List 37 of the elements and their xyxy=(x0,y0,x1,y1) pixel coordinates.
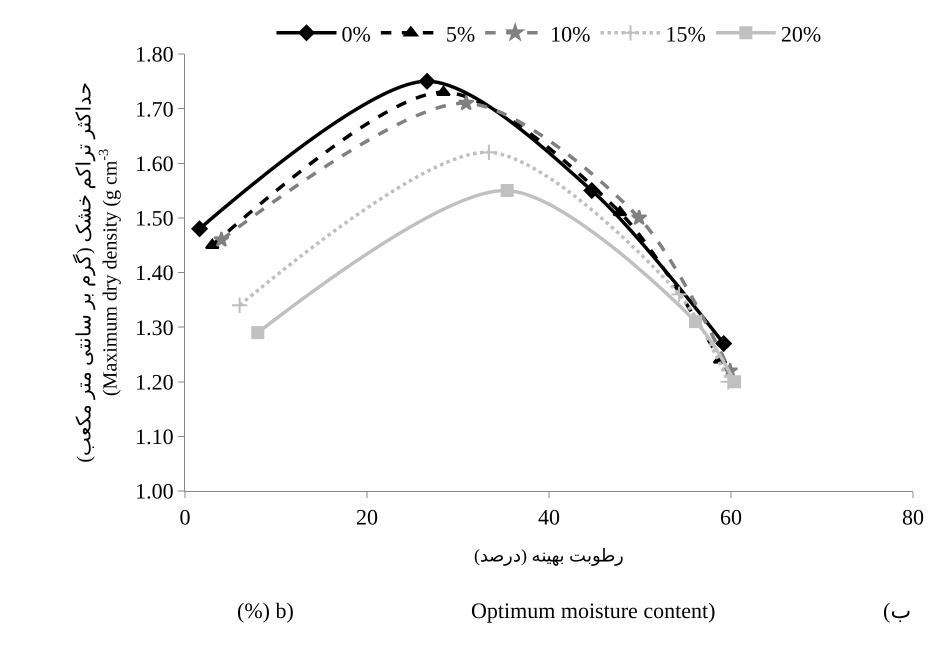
y-tick-label: 1.30 xyxy=(135,314,174,340)
y-tick-label: 1.40 xyxy=(135,260,174,286)
x-tick-label: 60 xyxy=(720,504,742,530)
x-tick-label: 40 xyxy=(538,504,560,530)
y-tick-label: 1.10 xyxy=(135,424,174,450)
legend-label: 5% xyxy=(446,21,476,46)
point xyxy=(500,184,514,198)
point xyxy=(458,94,475,110)
legend-label: 20% xyxy=(780,21,822,46)
point xyxy=(728,375,742,388)
y-tick-label: 1.50 xyxy=(135,206,174,231)
y-tick-label: 1.70 xyxy=(135,96,174,122)
point xyxy=(716,335,732,352)
point xyxy=(689,315,702,328)
x-tick-label: 0 xyxy=(180,504,190,530)
y-tick-label: 1.00 xyxy=(135,478,174,504)
text: (%) b) xyxy=(237,598,294,623)
text: Optimum moisture content) xyxy=(471,598,716,623)
legend-label: 10% xyxy=(550,21,590,46)
y-tick-label: 1.80 xyxy=(135,42,174,67)
x-tick-label: 20 xyxy=(356,504,378,530)
point xyxy=(251,326,264,340)
point xyxy=(213,231,230,247)
point xyxy=(612,206,628,216)
y-tick-label: 1.20 xyxy=(135,369,174,394)
point xyxy=(230,296,248,314)
point xyxy=(191,220,208,237)
point xyxy=(630,209,648,226)
text: (ب xyxy=(883,598,912,623)
y-tick-label: 1.60 xyxy=(135,150,174,176)
point xyxy=(670,286,688,304)
x-axis-title: رطوبت بهینه (درصد) xyxy=(474,546,624,566)
legend-label: 15% xyxy=(665,21,706,46)
point xyxy=(418,73,436,90)
legend-label: 0% xyxy=(342,21,371,46)
x-tick-label: 80 xyxy=(902,504,924,530)
point xyxy=(436,86,451,96)
